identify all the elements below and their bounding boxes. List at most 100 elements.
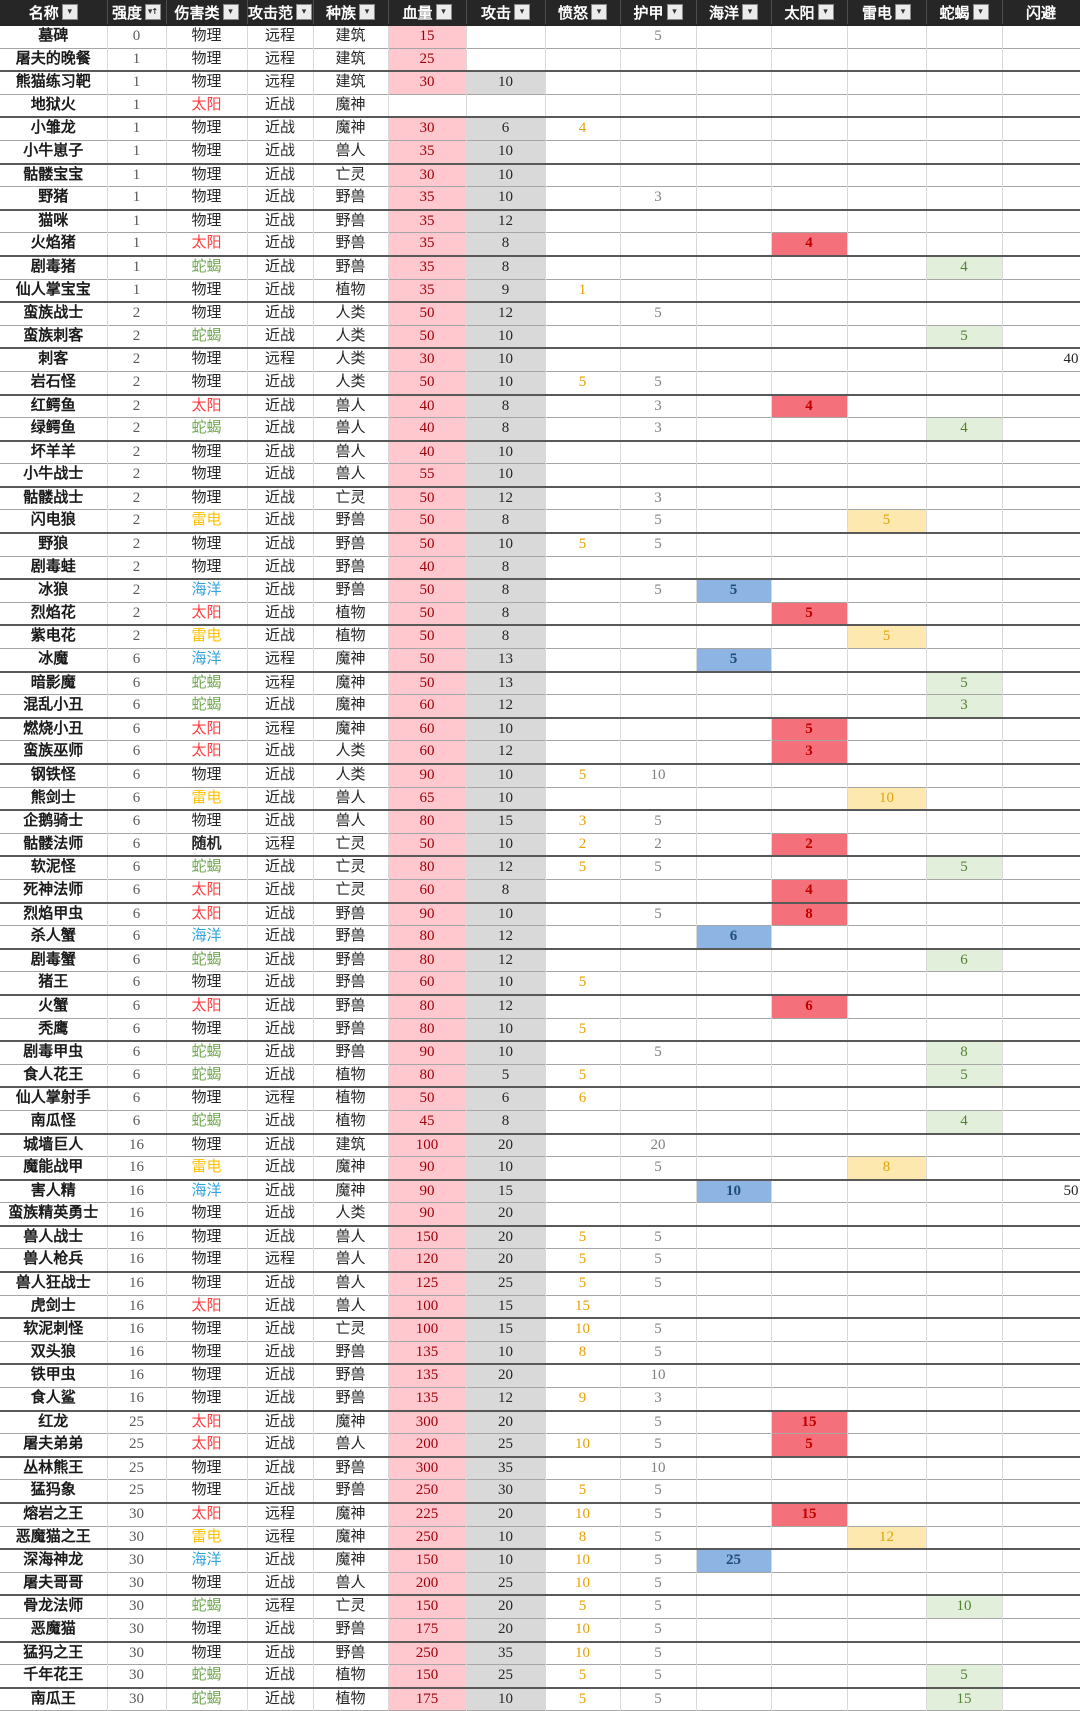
cell-snake[interactable] — [926, 717, 1003, 741]
cell-armor[interactable] — [620, 163, 697, 187]
cell-sun[interactable] — [771, 948, 848, 972]
cell-attack_range[interactable]: 近战 — [247, 971, 314, 995]
cell-strength[interactable]: 6 — [107, 833, 167, 857]
cell-dodge[interactable] — [1002, 694, 1080, 718]
cell-strength[interactable]: 1 — [107, 163, 167, 187]
cell-sun[interactable] — [771, 440, 848, 464]
cell-dodge[interactable] — [1002, 925, 1080, 949]
cell-attack[interactable]: 6 — [466, 1087, 546, 1111]
cell-strength[interactable]: 6 — [107, 717, 167, 741]
cell-dodge[interactable] — [1002, 1295, 1080, 1319]
cell-thunder[interactable] — [847, 302, 927, 326]
cell-race[interactable]: 魔神 — [313, 1156, 389, 1180]
cell-snake[interactable] — [926, 163, 1003, 187]
cell-attack_range[interactable]: 近战 — [247, 1318, 314, 1342]
cell-damage_type[interactable]: 雷电 — [166, 787, 248, 811]
cell-hp[interactable]: 300 — [388, 1410, 467, 1434]
cell-thunder[interactable]: 8 — [847, 1156, 927, 1180]
cell-armor[interactable]: 3 — [620, 394, 697, 418]
cell-rage[interactable] — [545, 348, 621, 372]
cell-hp[interactable]: 175 — [388, 1618, 467, 1642]
cell-dodge[interactable] — [1002, 1341, 1080, 1365]
cell-damage_type[interactable]: 物理 — [166, 1318, 248, 1342]
cell-strength[interactable]: 2 — [107, 602, 167, 626]
cell-armor[interactable] — [620, 1295, 697, 1319]
cell-race[interactable]: 植物 — [313, 1064, 389, 1088]
cell-thunder[interactable] — [847, 186, 927, 210]
cell-sun[interactable] — [771, 163, 848, 187]
cell-race[interactable]: 亡灵 — [313, 1318, 389, 1342]
cell-sun[interactable] — [771, 1479, 848, 1503]
cell-dodge[interactable] — [1002, 1687, 1080, 1711]
filter-button-snake[interactable]: ▾ — [972, 4, 989, 20]
cell-strength[interactable]: 2 — [107, 440, 167, 464]
cell-strength[interactable]: 30 — [107, 1664, 167, 1688]
cell-sun[interactable] — [771, 556, 848, 580]
cell-dodge[interactable] — [1002, 1018, 1080, 1042]
cell-dodge[interactable] — [1002, 140, 1080, 164]
cell-name[interactable]: 火蟹 — [0, 994, 108, 1019]
cell-hp[interactable]: 125 — [388, 1272, 467, 1296]
cell-ocean[interactable] — [696, 994, 772, 1019]
cell-attack_range[interactable]: 近战 — [247, 694, 314, 718]
cell-strength[interactable]: 16 — [107, 1318, 167, 1342]
cell-race[interactable]: 人类 — [313, 371, 389, 395]
cell-sun[interactable] — [771, 1572, 848, 1596]
cell-ocean[interactable] — [696, 325, 772, 349]
cell-hp[interactable]: 35 — [388, 255, 467, 280]
cell-race[interactable]: 野兽 — [313, 1456, 389, 1480]
cell-name[interactable]: 虎剑士 — [0, 1295, 108, 1319]
cell-strength[interactable]: 30 — [107, 1687, 167, 1711]
cell-sun[interactable] — [771, 1272, 848, 1296]
cell-rage[interactable] — [545, 417, 621, 441]
cell-strength[interactable]: 25 — [107, 1433, 167, 1457]
cell-sun[interactable] — [771, 1248, 848, 1273]
cell-attack_range[interactable]: 近战 — [247, 279, 314, 303]
cell-damage_type[interactable]: 蛇蝎 — [166, 1687, 248, 1711]
cell-snake[interactable] — [926, 48, 1003, 72]
cell-attack[interactable]: 15 — [466, 810, 546, 834]
cell-hp[interactable]: 35 — [388, 209, 467, 233]
cell-name[interactable]: 冰魔 — [0, 648, 108, 672]
cell-strength[interactable]: 1 — [107, 117, 167, 141]
cell-snake[interactable] — [926, 533, 1003, 557]
cell-attack[interactable]: 10 — [466, 371, 546, 395]
cell-dodge[interactable] — [1002, 509, 1080, 534]
cell-attack_range[interactable]: 近战 — [247, 209, 314, 233]
cell-armor[interactable] — [620, 440, 697, 464]
cell-armor[interactable] — [620, 48, 697, 72]
cell-thunder[interactable] — [847, 163, 927, 187]
cell-rage[interactable] — [545, 1364, 621, 1388]
cell-armor[interactable]: 5 — [620, 1341, 697, 1365]
cell-ocean[interactable] — [696, 1110, 772, 1134]
cell-thunder[interactable] — [847, 1179, 927, 1203]
cell-snake[interactable] — [926, 1572, 1003, 1596]
cell-attack[interactable]: 8 — [466, 602, 546, 626]
cell-attack[interactable]: 10 — [466, 1341, 546, 1365]
cell-sun[interactable] — [771, 787, 848, 811]
cell-thunder[interactable] — [847, 717, 927, 741]
cell-rage[interactable]: 4 — [545, 117, 621, 141]
cell-attack[interactable] — [466, 25, 546, 49]
cell-thunder[interactable] — [847, 279, 927, 303]
cell-thunder[interactable] — [847, 833, 927, 857]
cell-name[interactable]: 猛犸之王 — [0, 1641, 108, 1665]
cell-attack_range[interactable]: 近战 — [247, 625, 314, 649]
cell-attack[interactable]: 12 — [466, 948, 546, 972]
cell-rage[interactable] — [545, 1156, 621, 1180]
cell-snake[interactable] — [926, 348, 1003, 372]
cell-ocean[interactable] — [696, 625, 772, 649]
cell-armor[interactable] — [620, 117, 697, 141]
cell-damage_type[interactable]: 雷电 — [166, 1526, 248, 1550]
cell-thunder[interactable] — [847, 1387, 927, 1411]
cell-attack[interactable]: 20 — [466, 1202, 546, 1226]
cell-damage_type[interactable]: 物理 — [166, 764, 248, 788]
cell-sun[interactable] — [771, 1041, 848, 1065]
cell-snake[interactable] — [926, 209, 1003, 233]
cell-attack[interactable]: 20 — [466, 1618, 546, 1642]
cell-strength[interactable]: 6 — [107, 879, 167, 903]
cell-attack_range[interactable]: 近战 — [247, 1041, 314, 1065]
cell-race[interactable]: 植物 — [313, 279, 389, 303]
cell-damage_type[interactable]: 物理 — [166, 1572, 248, 1596]
cell-hp[interactable]: 40 — [388, 394, 467, 418]
